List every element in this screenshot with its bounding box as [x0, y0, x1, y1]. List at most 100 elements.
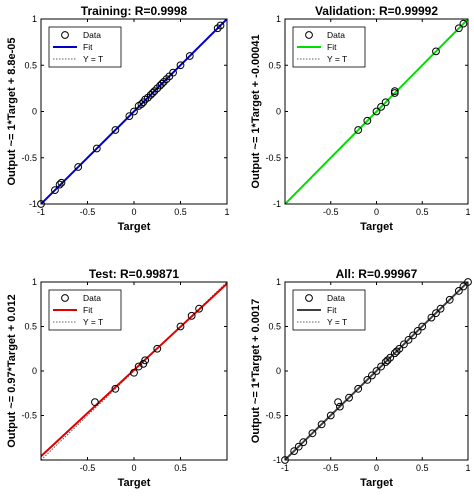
chart-title: Validation: R=0.99992 — [315, 4, 438, 18]
x-tick-label: -0.5 — [80, 207, 96, 217]
legend: Data Fit Y = T — [48, 289, 122, 331]
data-point — [390, 87, 399, 96]
legend-label: Data — [327, 293, 345, 303]
x-tick-label: -1 — [37, 207, 45, 217]
x-tick-label: -1 — [281, 463, 289, 473]
data-point — [153, 344, 162, 353]
legend-marker — [61, 294, 69, 302]
data-point — [111, 384, 120, 393]
x-tick-label: 0.5 — [174, 463, 187, 473]
chart-panel-1: -1 -0.5 0 0.5 1 -1 -0.5 0 0.5 1 Training: R=0.9998… — [6, 4, 230, 233]
y-tick-label: 1 — [32, 277, 37, 287]
legend-label: Data — [83, 293, 101, 303]
data-point — [294, 442, 303, 451]
x-axis-label: Target — [360, 221, 393, 233]
x-tick-label: -0.5 — [323, 463, 339, 473]
legend-marker — [305, 31, 313, 39]
data-point — [130, 107, 138, 116]
data-point — [158, 79, 166, 88]
data-point — [432, 47, 440, 56]
legend-label: Y = T — [327, 54, 347, 64]
y-tick-label: 0 — [276, 107, 281, 117]
legend: Data Fit Y = T — [292, 289, 366, 331]
y-tick-label: 0.5 — [24, 60, 37, 70]
data-point — [91, 398, 99, 407]
y-tick-label: 0 — [32, 366, 37, 376]
y-tick-label: 1 — [32, 14, 37, 24]
data-point — [345, 393, 353, 402]
data-point — [459, 282, 468, 291]
data-point — [445, 295, 454, 304]
y-tick-label: -1 — [29, 199, 37, 209]
data-point — [148, 89, 157, 97]
data-point — [153, 84, 162, 93]
y-tick-label: 0.5 — [24, 322, 37, 332]
data-point — [334, 398, 342, 407]
y-axis-label: Output ~= 1*Target + -0.00041 — [250, 34, 262, 188]
x-axis-label: Target — [118, 477, 151, 489]
data-point — [74, 163, 83, 171]
x-tick-label: 0 — [131, 463, 136, 473]
legend-label: Fit — [327, 305, 337, 315]
y-tick-label: 0 — [276, 366, 281, 376]
y-axis-label: Output ~= 0.97*Target + 0.012 — [6, 294, 18, 448]
data-point — [336, 402, 344, 411]
data-point — [213, 24, 222, 33]
data-point — [162, 75, 171, 84]
data-point — [413, 327, 422, 335]
y-tick-label: 1 — [276, 14, 281, 24]
data-point — [195, 304, 204, 313]
data-point — [372, 107, 381, 116]
legend-label: Y = T — [83, 54, 103, 64]
y-tick-label: 0 — [32, 107, 37, 117]
x-tick-label: 0 — [374, 463, 379, 473]
y-tick-label: -1 — [273, 455, 281, 465]
data-point — [372, 367, 381, 375]
x-tick-label: -0.5 — [323, 207, 339, 217]
legend-marker — [305, 294, 313, 302]
data-point — [418, 322, 427, 331]
data-point — [377, 102, 385, 111]
data-point — [392, 347, 401, 356]
legend-label: Data — [327, 30, 345, 40]
data-point — [363, 116, 372, 125]
data-point — [400, 340, 408, 349]
x-tick-label: 0 — [374, 207, 379, 217]
data-point — [354, 126, 363, 134]
data-point — [51, 186, 59, 195]
data-point — [216, 21, 225, 30]
y-tick-label: 0.5 — [268, 60, 281, 70]
legend-label: Y = T — [83, 317, 103, 327]
y-axis-label: Output ~= 1*Target + 0.0017 — [250, 299, 262, 443]
data-point — [354, 384, 363, 393]
x-tick-label: 0 — [131, 207, 136, 217]
y-tick-label: -0.5 — [21, 411, 37, 421]
data-point — [130, 368, 138, 377]
x-tick-label: 0.5 — [416, 463, 429, 473]
data-point — [386, 353, 395, 362]
data-point — [290, 447, 299, 456]
legend-label: Y = T — [327, 317, 347, 327]
legend-label: Data — [83, 30, 101, 40]
chart-panel-2: -0.5 0 0.5 1 -1 -0.5 0 0.5 1 Validation: R=0.9999… — [250, 4, 471, 233]
data-point — [395, 344, 404, 353]
data-point — [55, 180, 64, 189]
data-point — [404, 335, 413, 344]
data-point — [299, 438, 308, 447]
fit-line — [285, 282, 468, 460]
chart-panel-3: -0.5 0 0.5 -0.5 0 0.5 1 Test: R=0.99871 Target Ou… — [6, 267, 228, 489]
legend: Data Fit Y = T — [48, 26, 122, 68]
data-point — [377, 362, 385, 371]
data-point — [137, 100, 146, 108]
data-point — [141, 356, 150, 365]
data-point — [436, 304, 445, 313]
chart-title: Training: R=0.9998 — [81, 4, 188, 18]
data-point — [326, 411, 335, 420]
y-axis-label: Output ~= 1*Target + 8.8e-05 — [6, 37, 18, 185]
legend-label: Fit — [83, 42, 93, 52]
data-point — [57, 178, 66, 187]
legend: Data Fit Y = T — [292, 26, 366, 68]
fit-line — [41, 282, 227, 457]
data-point — [134, 362, 143, 371]
data-point — [144, 93, 152, 102]
